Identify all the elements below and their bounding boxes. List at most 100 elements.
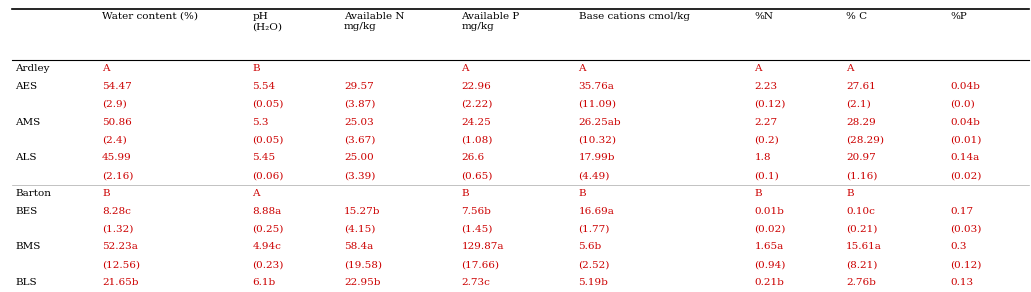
Text: (3.39): (3.39) bbox=[344, 171, 375, 180]
Text: A: A bbox=[578, 64, 586, 73]
Text: 29.57: 29.57 bbox=[344, 82, 374, 91]
Text: (3.87): (3.87) bbox=[344, 100, 375, 109]
Text: 26.6: 26.6 bbox=[461, 153, 485, 162]
Text: %P: %P bbox=[951, 12, 967, 21]
Text: 0.01b: 0.01b bbox=[755, 207, 785, 216]
Text: (2.4): (2.4) bbox=[102, 135, 127, 145]
Text: (0.02): (0.02) bbox=[755, 225, 786, 234]
Text: B: B bbox=[846, 189, 854, 198]
Text: (0.23): (0.23) bbox=[253, 260, 284, 269]
Text: (8.21): (8.21) bbox=[846, 260, 877, 269]
Text: 2.27: 2.27 bbox=[755, 118, 777, 127]
Text: ALS: ALS bbox=[15, 153, 37, 162]
Text: (1.32): (1.32) bbox=[102, 225, 133, 234]
Text: (1.16): (1.16) bbox=[846, 171, 877, 180]
Text: A: A bbox=[102, 64, 109, 73]
Text: AMS: AMS bbox=[15, 118, 40, 127]
Text: 24.25: 24.25 bbox=[461, 118, 491, 127]
Text: AES: AES bbox=[15, 82, 37, 91]
Text: (19.58): (19.58) bbox=[344, 260, 383, 269]
Text: (1.08): (1.08) bbox=[461, 135, 493, 145]
Text: B: B bbox=[102, 189, 109, 198]
Text: %N: %N bbox=[755, 12, 773, 21]
Text: (0.94): (0.94) bbox=[755, 260, 786, 269]
Text: 0.13: 0.13 bbox=[951, 278, 973, 287]
Text: BES: BES bbox=[15, 207, 38, 216]
Text: Barton: Barton bbox=[15, 189, 52, 198]
Text: Available P
mg/kg: Available P mg/kg bbox=[461, 12, 520, 31]
Text: 129.87a: 129.87a bbox=[461, 242, 504, 251]
Text: 35.76a: 35.76a bbox=[578, 82, 614, 91]
Text: Water content (%): Water content (%) bbox=[102, 12, 198, 21]
Text: (2.16): (2.16) bbox=[102, 171, 133, 180]
Text: 52.23a: 52.23a bbox=[102, 242, 138, 251]
Text: pH
(H₂O): pH (H₂O) bbox=[253, 12, 282, 31]
Text: Ardley: Ardley bbox=[15, 64, 49, 73]
Text: (0.65): (0.65) bbox=[461, 171, 493, 180]
Text: (0.03): (0.03) bbox=[951, 225, 982, 234]
Text: 8.28c: 8.28c bbox=[102, 207, 131, 216]
Text: A: A bbox=[461, 64, 469, 73]
Text: (0.05): (0.05) bbox=[253, 135, 284, 145]
Text: (0.2): (0.2) bbox=[755, 135, 779, 145]
Text: 54.47: 54.47 bbox=[102, 82, 132, 91]
Text: 5.6b: 5.6b bbox=[578, 242, 602, 251]
Text: (2.22): (2.22) bbox=[461, 100, 493, 109]
Text: 0.04b: 0.04b bbox=[951, 118, 980, 127]
Text: (0.06): (0.06) bbox=[253, 171, 284, 180]
Text: (17.66): (17.66) bbox=[461, 260, 499, 269]
Text: 0.17: 0.17 bbox=[951, 207, 973, 216]
Text: 5.45: 5.45 bbox=[253, 153, 275, 162]
Text: 28.29: 28.29 bbox=[846, 118, 875, 127]
Text: A: A bbox=[846, 64, 854, 73]
Text: 1.65a: 1.65a bbox=[755, 242, 784, 251]
Text: 22.95b: 22.95b bbox=[344, 278, 380, 287]
Text: (1.77): (1.77) bbox=[578, 225, 610, 234]
Text: B: B bbox=[253, 64, 260, 73]
Text: 0.04b: 0.04b bbox=[951, 82, 980, 91]
Text: (2.9): (2.9) bbox=[102, 100, 127, 109]
Text: 2.76b: 2.76b bbox=[846, 278, 876, 287]
Text: A: A bbox=[253, 189, 260, 198]
Text: BMS: BMS bbox=[15, 242, 41, 251]
Text: 50.86: 50.86 bbox=[102, 118, 132, 127]
Text: 0.3: 0.3 bbox=[951, 242, 967, 251]
Text: 2.73c: 2.73c bbox=[461, 278, 490, 287]
Text: Base cations cmol/kg: Base cations cmol/kg bbox=[578, 12, 690, 21]
Text: 4.94c: 4.94c bbox=[253, 242, 281, 251]
Text: Available N
mg/kg: Available N mg/kg bbox=[344, 12, 404, 31]
Text: (0.12): (0.12) bbox=[755, 100, 786, 109]
Text: 15.27b: 15.27b bbox=[344, 207, 380, 216]
Text: BLS: BLS bbox=[15, 278, 37, 287]
Text: 15.61a: 15.61a bbox=[846, 242, 882, 251]
Text: 8.88a: 8.88a bbox=[253, 207, 281, 216]
Text: B: B bbox=[755, 189, 762, 198]
Text: 21.65b: 21.65b bbox=[102, 278, 138, 287]
Text: % C: % C bbox=[846, 12, 867, 21]
Text: (11.09): (11.09) bbox=[578, 100, 617, 109]
Text: (28.29): (28.29) bbox=[846, 135, 884, 145]
Text: (12.56): (12.56) bbox=[102, 260, 140, 269]
Text: 17.99b: 17.99b bbox=[578, 153, 616, 162]
Text: 2.23: 2.23 bbox=[755, 82, 777, 91]
Text: A: A bbox=[755, 64, 762, 73]
Text: (2.52): (2.52) bbox=[578, 260, 610, 269]
Text: (0.02): (0.02) bbox=[951, 171, 982, 180]
Text: 27.61: 27.61 bbox=[846, 82, 875, 91]
Text: 58.4a: 58.4a bbox=[344, 242, 373, 251]
Text: 26.25ab: 26.25ab bbox=[578, 118, 621, 127]
Text: 6.1b: 6.1b bbox=[253, 278, 275, 287]
Text: 16.69a: 16.69a bbox=[578, 207, 614, 216]
Text: 5.19b: 5.19b bbox=[578, 278, 608, 287]
Text: (1.45): (1.45) bbox=[461, 225, 493, 234]
Text: (0.25): (0.25) bbox=[253, 225, 284, 234]
Text: (0.05): (0.05) bbox=[253, 100, 284, 109]
Text: 0.10c: 0.10c bbox=[846, 207, 875, 216]
Text: 7.56b: 7.56b bbox=[461, 207, 491, 216]
Text: 25.00: 25.00 bbox=[344, 153, 374, 162]
Text: (0.1): (0.1) bbox=[755, 171, 779, 180]
Text: (0.01): (0.01) bbox=[951, 135, 982, 145]
Text: 22.96: 22.96 bbox=[461, 82, 491, 91]
Text: (0.0): (0.0) bbox=[951, 100, 975, 109]
Text: (4.15): (4.15) bbox=[344, 225, 375, 234]
